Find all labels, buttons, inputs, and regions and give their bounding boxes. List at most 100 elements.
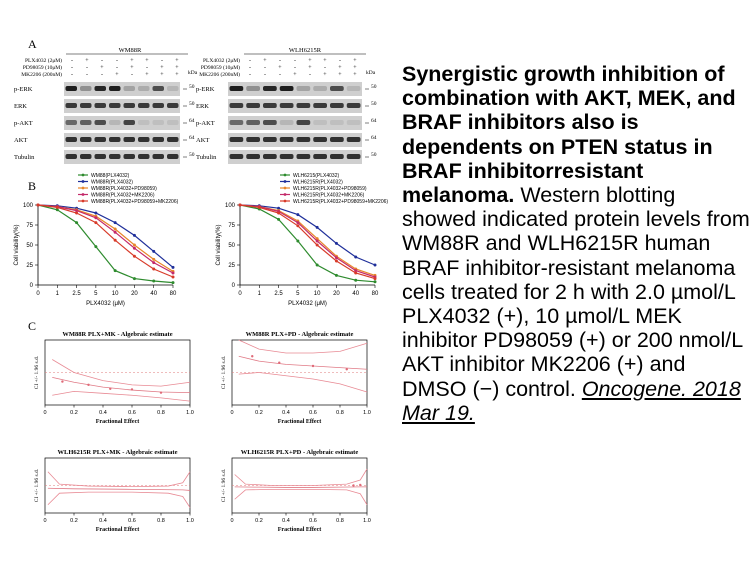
treatment-sign: + [145,72,149,78]
y-axis-label: Cell viability(%) [216,224,222,265]
blot-band [65,120,77,125]
data-point [296,221,300,225]
blot-strip [228,82,362,96]
data-point [113,269,117,273]
band-label: p-ERK [14,86,33,93]
data-point [152,257,156,261]
kda-value: 64 [371,118,377,124]
x-tick-label: 1 [56,291,60,297]
blot-band [279,120,294,125]
treatment-label: MK2206 (200nM) [21,71,62,78]
x-tick-label: 1 [258,291,262,297]
treatment-sign: + [130,65,134,71]
ci-upper-line [234,468,368,486]
series-line [239,204,376,278]
data-point [171,275,175,279]
treatment-sign: - [116,65,118,71]
blot-band [138,137,150,142]
x-tick-label: 10 [112,291,119,297]
blot-band [263,103,277,108]
x-tick-label: 0.4 [282,410,290,416]
data-point [334,241,338,245]
blot-strip [228,133,362,147]
data-point [75,209,79,213]
blot-band [65,103,77,108]
legend-entry: WM88R(PLX4032+PD98059) [91,186,157,192]
blot-band [246,137,260,142]
blot-band [167,120,179,125]
blot-band [167,137,179,142]
data-point [277,206,281,210]
kda-label: kDa [188,70,198,76]
citation-link[interactable]: Oncogene. 2018 Mar 19. [402,376,741,425]
blot-strip [64,82,180,96]
x-axis-label: PLX4032 (μM) [288,301,327,307]
legend-entry: WLH6215R(PLX4032+MK2206) [293,193,365,199]
x-tick-label: 20 [333,291,340,297]
blot-band [229,120,244,125]
treatment-sign: + [145,58,149,64]
blot-band [138,103,150,108]
x-axis-label: Fractional Effect [96,419,139,425]
blot-strip [228,99,362,113]
treatment-sign: - [71,72,73,78]
treatment-sign: - [131,72,133,78]
kda-value: 50 [371,101,377,107]
series-line [37,204,174,274]
treatment-sign: - [249,72,251,78]
kda-label: kDa [366,70,376,76]
ci-data-point [352,484,355,487]
kda-value: 50 [189,101,195,107]
data-point [132,233,136,237]
figure: A WM88R PLX4032 (2μM) PD98059 (10μM) MK2… [14,37,388,533]
ci-chart-wm88r-plx-pd: WM88R PLX+PD - Algebraic estimate 0 0.2 0.4… [221,331,371,425]
data-point [315,225,319,229]
data-point [315,243,319,247]
treatment-sign: + [278,65,282,71]
x-axis-label: Fractional Effect [278,419,321,425]
x-tick-label: 0 [230,410,233,416]
blot-band [296,103,311,108]
x-tick-label: 0.6 [128,518,136,524]
series-line [239,204,376,283]
blot-strip [64,133,180,147]
ci-data-point [311,364,315,368]
treatment-sign: + [338,65,342,71]
blot-band [330,86,344,91]
blot-band [246,120,260,125]
blot-band [313,86,327,91]
blot-band [123,137,135,142]
treatment-sign: - [101,58,103,64]
treatment-label: PD98059 (10μM) [201,64,240,71]
blot-band [246,86,260,91]
x-tick-label: 0 [43,410,46,416]
data-point [373,280,377,284]
treatment-sign: + [323,72,327,78]
treatment-sign: + [115,72,119,78]
ci-chart-title: WM88R PLX+PD - Algebraic estimate [246,331,354,338]
blot-band [346,137,361,142]
blot-band [279,103,294,108]
blot-band [94,86,106,91]
blot-band [80,86,92,91]
blot-band [152,86,164,91]
treatment-sign: + [293,72,297,78]
data-point [94,211,98,215]
treatment-sign: + [175,58,179,64]
blot-band [313,137,327,142]
data-point [277,217,281,221]
treatment-sign: - [249,58,251,64]
blot-band [229,103,244,108]
x-tick-label: 40 [352,291,359,297]
ci-data-point [359,483,362,487]
blot-band [296,154,311,159]
treatment-sign: - [71,65,73,71]
x-tick-label: 0.4 [99,518,107,524]
ci-data-point [278,361,281,364]
treatment-sign: - [86,65,88,71]
x-tick-label: 5 [94,291,98,297]
blot-band [313,154,327,159]
treatment-sign: - [116,58,118,64]
band-label: ERK [196,103,209,110]
x-tick-label: 0.4 [99,410,107,416]
